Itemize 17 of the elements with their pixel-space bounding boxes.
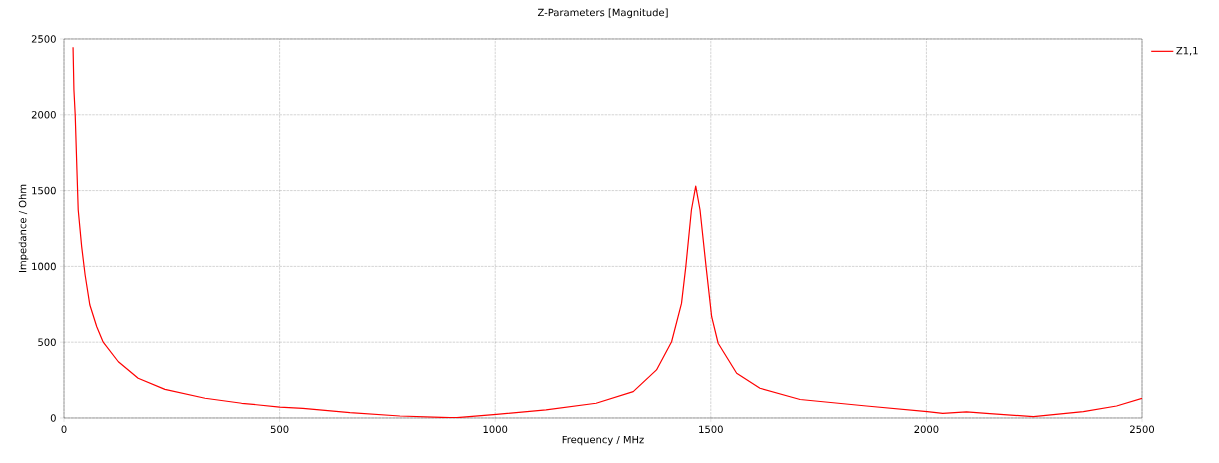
y-tick-label: 500: [38, 338, 56, 346]
x-tick-label: 0: [61, 425, 67, 434]
x-tick-label: 2500: [1130, 425, 1155, 434]
legend-label: Z1,1: [1176, 46, 1198, 56]
y-tick-label: 0: [50, 414, 56, 422]
y-axis-title: Impedance / Ohm: [18, 184, 29, 272]
y-tick-label: 2000: [31, 111, 56, 119]
y-tick-label: 1500: [32, 186, 56, 195]
x-tick-label: 500: [270, 425, 289, 434]
x-axis-title: Frequency / MHz: [562, 435, 644, 446]
y-tick-label: 2500: [31, 35, 56, 43]
y-tick-label: 1000: [32, 262, 56, 271]
line-series: [72, 46, 1143, 418]
x-tick-label: 1000: [483, 425, 508, 434]
x-tick-label: 2000: [914, 425, 939, 434]
x-tick-label: 1500: [699, 425, 723, 434]
chart-title: Z-Parameters [Magnitude]: [537, 8, 668, 19]
